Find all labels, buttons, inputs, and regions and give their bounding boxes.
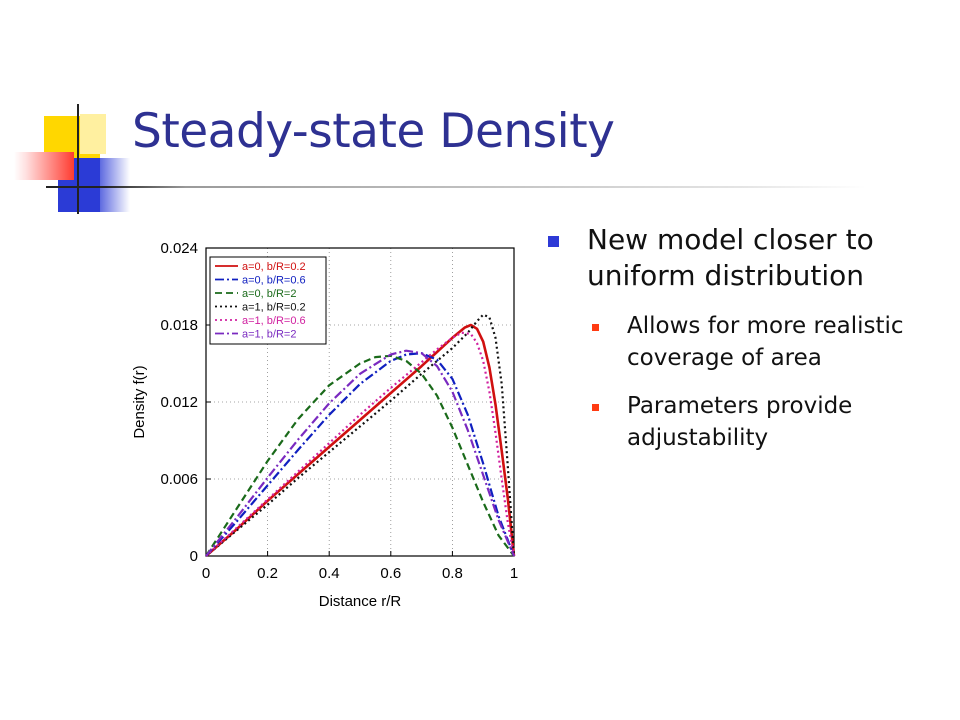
y-tick-label: 0.024 bbox=[160, 240, 198, 257]
legend-label: a=1, b/R=0.6 bbox=[242, 315, 306, 327]
title-underline bbox=[46, 186, 866, 188]
sub-bullet-2: Parameters provide adjustability bbox=[592, 390, 948, 454]
sub-bullet-1: Allows for more realistic coverage of ar… bbox=[592, 310, 948, 374]
y-axis-label: Density f(r) bbox=[131, 365, 148, 438]
decor-red-bar bbox=[14, 152, 74, 180]
chart-legend: a=0, b/R=0.2 a=0, b/R=0.6a=0, b/R=2 a=1, b… bbox=[209, 256, 327, 345]
y-tick-label: 0 bbox=[190, 548, 198, 565]
legend-box bbox=[209, 256, 327, 345]
decor-blue-fade bbox=[100, 158, 130, 212]
series-line-4 bbox=[205, 313, 516, 557]
series-line-3 bbox=[205, 354, 515, 557]
series-line-1 bbox=[205, 323, 516, 557]
x-tick-label: 1 bbox=[510, 565, 518, 582]
y-tick-label: 0.018 bbox=[160, 317, 198, 334]
series-line-2 bbox=[205, 352, 516, 557]
y-tick-label: 0.012 bbox=[160, 394, 198, 411]
series-line-5 bbox=[205, 331, 516, 557]
slide-title: Steady-state Density bbox=[132, 104, 615, 159]
sub-bullet-marker bbox=[592, 404, 599, 411]
decor-yellow-highlight bbox=[80, 114, 106, 154]
chart-lines bbox=[205, 313, 516, 557]
chart-ticks: 0 0.2 0.4 0.6 0.8 1 0 0.006 0.012 0.018 0.024 bbox=[160, 240, 518, 582]
bullet-main: New model closer to uniform distribution bbox=[548, 222, 948, 294]
sub-bullet-marker bbox=[592, 324, 599, 331]
sub-bullet-text: Allows for more realistic coverage of ar… bbox=[627, 313, 904, 371]
x-tick-label: 0.6 bbox=[380, 565, 401, 582]
x-tick-label: 0.2 bbox=[257, 565, 278, 582]
bullet-marker bbox=[548, 236, 559, 247]
legend-label: a=1, b/R=0.2 bbox=[242, 302, 306, 314]
bullet-list: New model closer to uniform distribution… bbox=[548, 222, 948, 454]
bullet-main-text: New model closer to uniform distribution bbox=[587, 223, 874, 292]
decor-vertical-line bbox=[77, 104, 79, 214]
density-chart: 0 0.2 0.4 0.6 0.8 1 0 0.006 0.012 0.018 0.024 a=0,… bbox=[131, 240, 518, 610]
x-tick-label: 0.4 bbox=[319, 565, 340, 582]
legend-label: a=0, b/R=0.2 bbox=[242, 261, 306, 273]
series-line-6 bbox=[205, 349, 516, 557]
x-tick-label: 0 bbox=[202, 565, 210, 582]
x-tick-label: 0.8 bbox=[442, 565, 463, 582]
sub-bullet-text: Parameters provide adjustability bbox=[627, 393, 853, 451]
legend-label: a=1, b/R=2 bbox=[242, 329, 296, 341]
legend-label: a=0, b/R=0.6 bbox=[242, 275, 306, 287]
legend-label: a=0, b/R=2 bbox=[242, 288, 296, 300]
y-tick-label: 0.006 bbox=[160, 471, 198, 488]
x-axis-label: Distance r/R bbox=[319, 593, 402, 610]
